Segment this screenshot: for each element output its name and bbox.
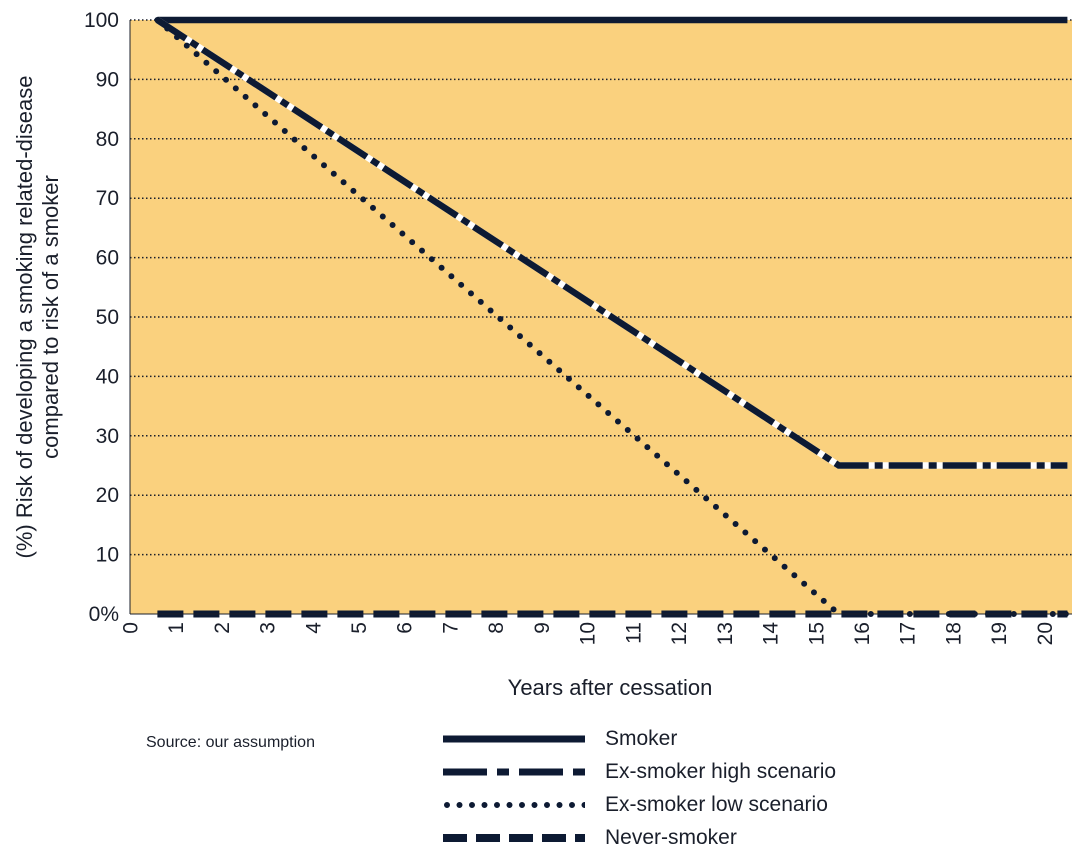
y-tick-label: 30 [96,425,119,448]
legend: Smoker Ex-smoker high scenario Ex-smoker l… [443,722,836,854]
legend-label: Never-smoker [605,825,737,849]
y-tick-label: 80 [96,128,119,151]
x-tick-label: 5 [348,622,371,634]
x-tick-label: 19 [988,622,1011,645]
y-tick-label: 50 [96,306,119,329]
y-axis-title-line-1: (%) Risk of developing a smoking related… [12,75,37,558]
y-tick-label: 0% [89,603,119,626]
x-tick-label: 12 [668,622,691,645]
source-note: Source: our assumption [146,734,315,751]
legend-swatch [443,768,585,775]
x-tick-label: 6 [394,622,417,634]
legend-item: Smoker [443,722,836,755]
x-tick-label: 10 [577,622,600,645]
series-line [154,17,1071,617]
y-tick-label: 70 [96,187,119,210]
x-axis-title: Years after cessation [508,675,713,700]
legend-swatch [444,801,585,808]
series-ex-smoker-low-scenario [154,17,1071,617]
x-tick-label: 9 [531,622,554,634]
x-tick-label: 0 [119,622,142,634]
x-tick-label: 20 [1034,622,1057,645]
x-tick-label: 2 [211,622,234,634]
series-ex-smoker-high-scenario [155,17,1068,469]
x-tick-label: 1 [165,622,188,634]
x-tick-label: 16 [851,622,874,645]
x-tick-label: 7 [439,622,462,634]
x-tick-label: 11 [622,622,645,644]
legend-item: Never-smoker [443,821,836,854]
legend-item: Ex-smoker low scenario [443,788,836,821]
x-tick-label: 18 [942,622,965,645]
x-tick-label: 8 [485,622,508,634]
legend-swatch [443,735,585,742]
legend-label: Ex-smoker low scenario [605,792,828,816]
legend-label: Ex-smoker high scenario [605,759,837,783]
x-tick-label: 4 [302,622,325,634]
y-axis-title-line-2: compared to risk of a smoker [38,175,63,459]
legend-label: Smoker [605,726,678,750]
x-tick-label: 13 [714,622,737,645]
series-line [155,17,1068,469]
y-tick-label: 100 [84,9,119,32]
legend-swatch [443,833,585,842]
x-tick-label: 17 [897,622,920,645]
y-tick-label: 60 [96,247,119,270]
y-axis-title: (%) Risk of developing a smoking related… [12,75,63,558]
x-tick-label: 3 [257,622,280,634]
y-tick-label: 10 [96,544,119,567]
y-tick-label: 20 [96,484,119,507]
x-tick-label: 14 [760,622,783,646]
y-tick-label: 40 [96,365,119,388]
y-tick-label: 90 [96,68,119,91]
legend-item: Ex-smoker high scenario [443,755,836,788]
x-tick-label: 15 [805,622,828,645]
